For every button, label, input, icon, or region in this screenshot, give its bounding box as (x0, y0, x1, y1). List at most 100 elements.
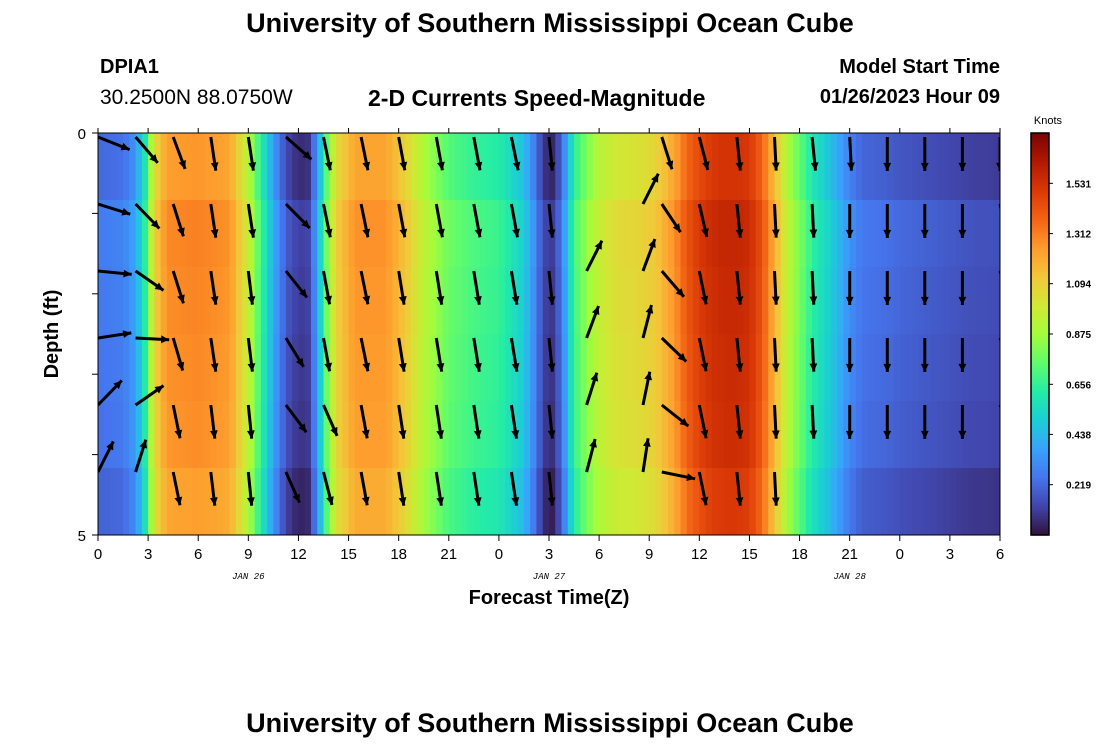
heatmap-cell (285, 334, 293, 402)
heatmap-cell (455, 200, 462, 268)
heatmap-cell (943, 401, 951, 469)
heatmap-cell (718, 334, 725, 402)
current-vector-head (362, 295, 371, 305)
heatmap-cell (624, 267, 632, 335)
heatmap-cell (630, 334, 638, 402)
colorbar-swatch (1031, 482, 1049, 486)
heatmap-cell (317, 133, 325, 201)
colorbar-swatch (1031, 470, 1049, 474)
current-vector-head (883, 430, 892, 439)
heatmap-cell (486, 468, 494, 535)
colorbar-swatch (1031, 514, 1049, 518)
current-vector-head (361, 429, 370, 439)
colorbar-swatch (1031, 494, 1049, 498)
heatmap-cell (273, 133, 281, 201)
heatmap-cell (981, 133, 989, 201)
colorbar-swatch (1031, 307, 1049, 311)
heatmap-cell (956, 334, 964, 402)
heatmap-cell (906, 401, 913, 469)
heatmap-cell (505, 334, 513, 402)
current-vector-head (700, 496, 709, 506)
colorbar-tick-label: 0.875 (1066, 330, 1091, 341)
heatmap-cell (580, 267, 588, 335)
colorbar-swatch (1031, 215, 1049, 219)
heatmap-cell (361, 334, 368, 402)
heatmap-cell (517, 200, 525, 268)
heatmap-cell (417, 133, 425, 201)
heatmap-cell (880, 200, 888, 268)
heatmap-cell (855, 133, 863, 201)
current-vector-head (771, 229, 780, 238)
heatmap-cell (473, 133, 481, 201)
heatmap-cell (949, 334, 957, 402)
heatmap-cell (868, 334, 876, 402)
bottom-title: University of Southern Mississippi Ocean… (246, 708, 854, 738)
heatmap-cell (862, 468, 870, 535)
heatmap-cell (492, 133, 500, 201)
current-vector-head (113, 380, 122, 390)
colorbar-swatch (1031, 227, 1049, 231)
heatmap-cell (517, 267, 525, 335)
heatmap-cell (141, 267, 149, 335)
heatmap-cell (937, 200, 945, 268)
heatmap-cell (191, 468, 199, 535)
heatmap-cell (417, 468, 425, 535)
heatmap-cell (204, 200, 212, 268)
heatmap-cell (686, 200, 694, 268)
heatmap-cell (191, 200, 199, 268)
heatmap-cell (486, 401, 494, 469)
heatmap-cell (336, 334, 343, 402)
chart-title: 2-D Currents Speed-Magnitude (368, 85, 706, 111)
heatmap-cell (505, 200, 513, 268)
current-vector-head (996, 162, 1000, 171)
heatmap-cell (310, 133, 318, 201)
heatmap-cell (624, 133, 632, 201)
x-tick-label: 0 (495, 546, 503, 563)
heatmap-cell (812, 468, 819, 535)
heatmap-cell (755, 133, 763, 201)
heatmap-cell (442, 267, 450, 335)
heatmap-cell (730, 200, 738, 268)
colorbar-swatch (1031, 183, 1049, 186)
heatmap-cell (191, 401, 199, 469)
heatmap-cell (242, 468, 249, 535)
heatmap-cell (655, 334, 663, 402)
heatmap-cell (830, 334, 838, 402)
heatmap-cell (223, 334, 231, 402)
colorbar-swatch (1031, 285, 1049, 289)
colorbar-swatch (1031, 496, 1049, 500)
colorbar-swatch (1031, 277, 1049, 281)
heatmap-cell (605, 200, 613, 268)
date-label: JAN 26 (232, 572, 265, 582)
heatmap-cell (348, 200, 356, 268)
heatmap-cell (918, 267, 926, 335)
heatmap-cell (198, 267, 206, 335)
heatmap-cell (630, 200, 638, 268)
heatmap-cell (166, 468, 174, 535)
heatmap-cell (379, 401, 387, 469)
colorbar-swatch (1031, 207, 1049, 210)
current-vector-head (122, 330, 132, 338)
colorbar-swatch (1031, 167, 1049, 170)
current-vector-shaft (998, 204, 1000, 212)
heatmap-cell (561, 401, 569, 469)
heatmap-cell (931, 401, 938, 469)
heatmap-cell (655, 468, 663, 535)
heatmap-cell (329, 133, 337, 201)
heatmap-cell (273, 267, 281, 335)
heatmap-cell (818, 334, 826, 402)
colorbar-swatch (1031, 171, 1049, 174)
current-vector-head (177, 294, 185, 304)
colorbar-swatch (1031, 239, 1049, 243)
heatmap-cell (461, 401, 469, 469)
heatmap-cell (486, 334, 494, 402)
heatmap-cell (943, 468, 951, 535)
current-vector-head (474, 161, 483, 171)
heatmap-cell (617, 468, 625, 535)
heatmap-cell (235, 334, 243, 402)
colorbar-swatch (1031, 135, 1049, 138)
heatmap-cell (880, 401, 888, 469)
heatmap-cell (235, 267, 243, 335)
heatmap-cell (743, 267, 751, 335)
